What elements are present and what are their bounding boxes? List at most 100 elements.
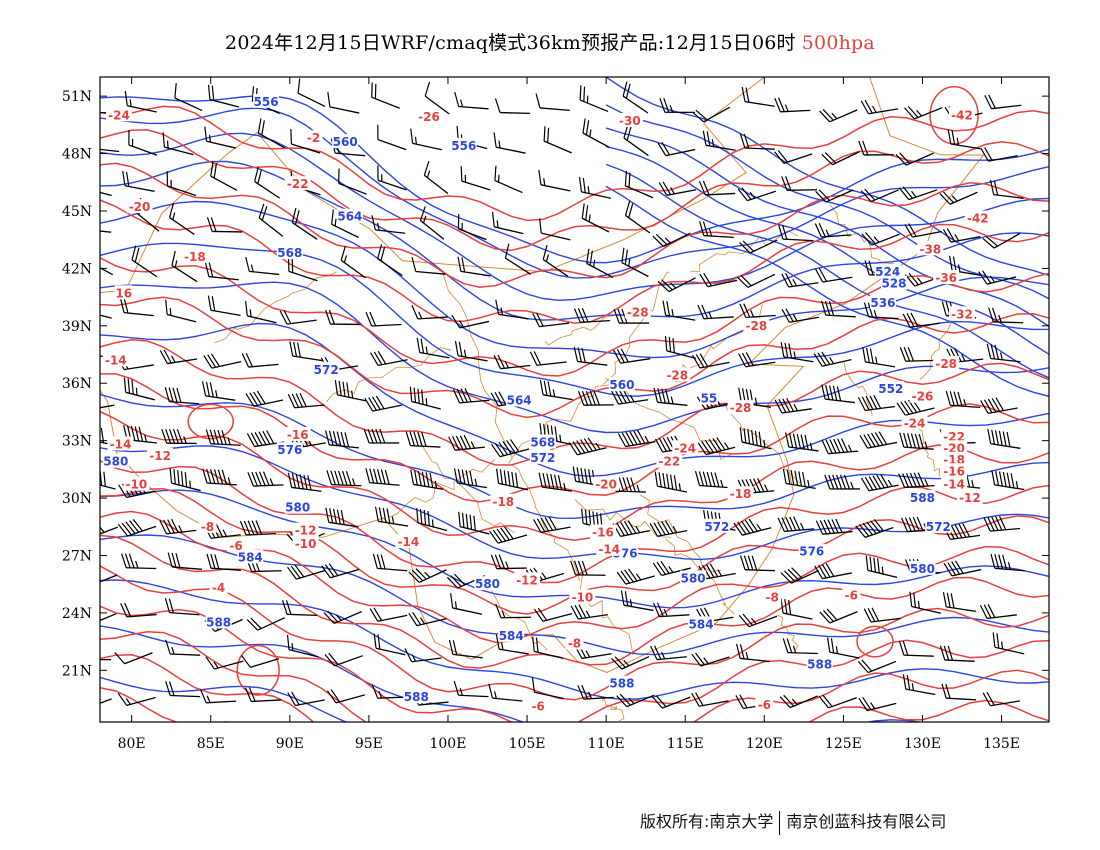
wind-barb <box>369 607 408 622</box>
wind-barb <box>782 468 816 490</box>
wind-barb <box>821 438 859 455</box>
wind-barb <box>824 474 860 490</box>
contour-label-bg <box>102 453 129 468</box>
wind-barb <box>377 244 403 277</box>
lon-label: 85E <box>197 736 225 752</box>
wind-barb <box>573 307 611 323</box>
wind-barb <box>578 177 611 199</box>
height-contour-line <box>100 107 1049 279</box>
contour-label: 16 <box>115 286 132 300</box>
wind-barb <box>859 431 898 449</box>
contour-label-bg <box>941 451 968 466</box>
contour-label: -22 <box>287 177 309 191</box>
contour-label-bg <box>284 499 311 514</box>
lon-label: 120E <box>746 736 783 752</box>
coastline <box>776 614 799 651</box>
wind-barb <box>814 222 852 238</box>
wind-barb <box>573 346 608 366</box>
contour-label-bg <box>616 113 643 128</box>
wind-barb <box>909 591 942 614</box>
contour-label-bg <box>949 107 976 122</box>
wind-barb <box>121 553 157 570</box>
wind-barb <box>287 472 322 492</box>
contour-label: 556 <box>254 95 279 109</box>
contour-label-bg <box>589 524 616 539</box>
contour-label: -6 <box>845 589 858 603</box>
wind-barb <box>736 273 776 288</box>
contour-label-bg <box>565 635 584 650</box>
wind-barb <box>297 78 326 108</box>
wind-barb <box>779 694 819 709</box>
wind-barb <box>739 555 776 572</box>
wind-barb <box>404 648 442 663</box>
wind-barb <box>114 652 153 665</box>
wind-barb <box>452 388 490 404</box>
lon-label: 90E <box>276 736 304 752</box>
wind-barb <box>863 607 901 623</box>
province-border <box>508 384 611 464</box>
contour-label: -18 <box>184 250 206 264</box>
wind-barb <box>898 472 935 489</box>
wind-barb <box>652 560 691 577</box>
lon-label: 105E <box>509 736 546 752</box>
wind-barb <box>984 94 1022 110</box>
wind-barb <box>169 468 201 492</box>
lat-label: 51N <box>62 89 92 105</box>
wind-barb <box>424 81 450 115</box>
wind-barb <box>245 390 284 407</box>
height-contour-line <box>605 77 1049 277</box>
contour-label: -14 <box>943 478 965 492</box>
province-border <box>419 434 515 534</box>
contour-label-bg <box>415 109 442 124</box>
wind-barb <box>898 640 934 657</box>
wind-barb <box>460 166 491 191</box>
wind-barb <box>119 298 154 317</box>
contour-label: -18 <box>492 495 514 509</box>
contour-label: -6 <box>229 539 242 553</box>
wind-barb <box>411 256 446 275</box>
coastline <box>602 696 625 722</box>
wind-barb <box>326 470 362 487</box>
height-contour-line <box>100 676 348 722</box>
lat-label: 39N <box>62 319 92 335</box>
wind-barb <box>254 166 280 199</box>
wind-barb <box>624 170 654 199</box>
contour-label: 556 <box>451 139 476 153</box>
contour-label-bg <box>956 490 983 505</box>
contour-label: -6 <box>531 700 544 714</box>
contour-label-bg <box>941 463 968 478</box>
wind-barb <box>623 123 649 157</box>
wind-barb <box>340 245 366 279</box>
contour-label-bg <box>102 352 129 367</box>
wind-barb <box>980 397 1018 414</box>
lat-label: 42N <box>62 261 92 277</box>
contour-label-bg <box>596 541 623 556</box>
contour-label-bg <box>933 356 960 371</box>
wind-barb <box>411 304 448 320</box>
contour-label-bg <box>608 675 635 690</box>
wind-barb <box>692 106 731 123</box>
wind-barb <box>529 351 567 366</box>
wind-barb <box>535 93 570 111</box>
wind-barb <box>199 688 237 704</box>
contour-label-bg <box>672 440 699 455</box>
contour-label: -28 <box>935 357 957 371</box>
wind-barb <box>987 429 1021 449</box>
contour-label-bg <box>727 486 754 501</box>
contour-label: -28 <box>666 369 688 383</box>
contour-label: -30 <box>619 114 641 128</box>
wind-barb <box>621 247 649 278</box>
wind-barb <box>532 312 570 328</box>
wind-barb <box>860 474 899 492</box>
contour-label: -32 <box>951 307 973 321</box>
wind-barb <box>691 652 730 667</box>
wind-barb <box>377 165 407 191</box>
wind-barb <box>736 643 771 663</box>
wind-barb <box>694 470 730 489</box>
wind-barb <box>410 128 443 151</box>
contour-label-bg <box>529 698 548 713</box>
wind-barb <box>691 692 729 707</box>
contour-label-bg <box>336 208 363 223</box>
contour-label: 580 <box>475 577 500 591</box>
wind-barb <box>245 256 280 276</box>
